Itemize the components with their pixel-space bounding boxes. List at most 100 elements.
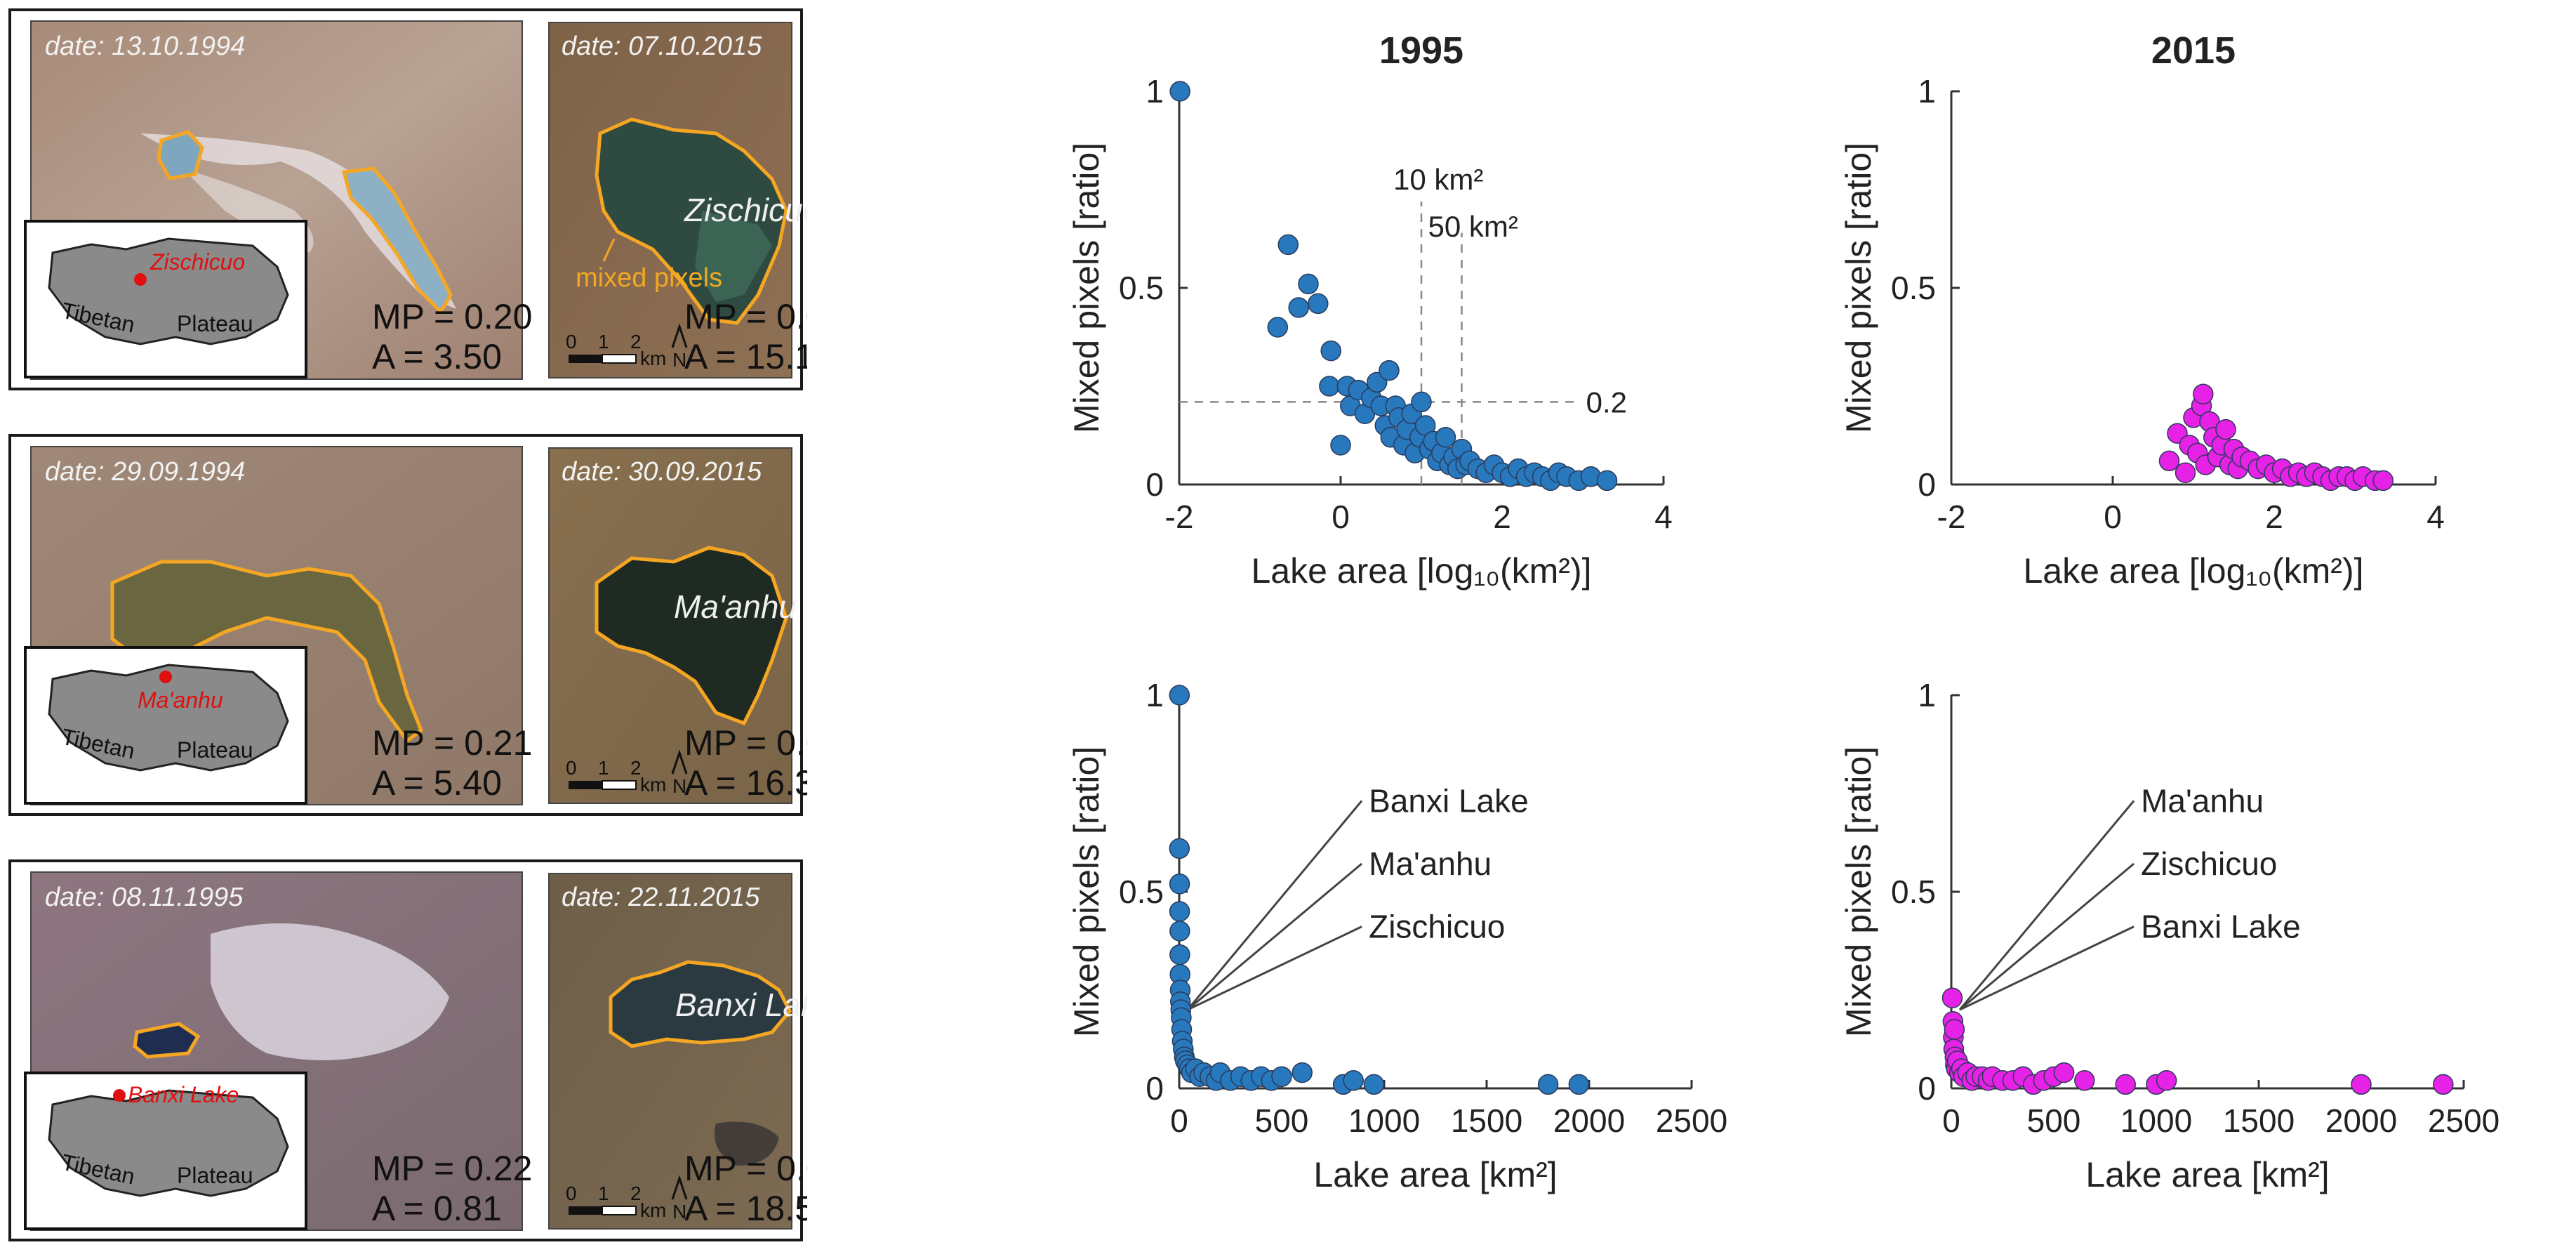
data-point xyxy=(2053,1062,2075,1083)
y-tick-label: 1 xyxy=(1918,73,1936,110)
data-point xyxy=(1169,944,1190,965)
x-tick-label: 1500 xyxy=(2223,1102,2295,1139)
tibetan-plateau-shape-row1 xyxy=(48,237,289,345)
data-point xyxy=(2175,462,2196,483)
chart-3: 0 500 1000 1500 2000 2500 0 0.5 1 Mixed pixels [r… xyxy=(1067,677,1727,1194)
data-point xyxy=(2156,1070,2177,1091)
x-tick-label: 2 xyxy=(1493,499,1511,535)
data-point xyxy=(1288,297,1309,318)
data-point xyxy=(1169,901,1190,922)
area-value-row1-right: A = 15.14 xyxy=(684,337,807,376)
y-tick-label: 0.5 xyxy=(1891,270,1936,306)
x-tick-label: 0 xyxy=(1170,1102,1188,1139)
x-tick-label: 2 xyxy=(2265,499,2283,535)
svg-text:N: N xyxy=(672,775,686,797)
data-point xyxy=(1169,874,1190,895)
lake-outline-row1-a xyxy=(157,130,204,180)
area-value-row2-right: A = 16.36 xyxy=(684,763,807,803)
x-tick-label: 0 xyxy=(2104,499,2122,535)
location-marker-row2 xyxy=(159,671,172,683)
chart-title: 2015 xyxy=(2151,29,2236,72)
data-point xyxy=(1319,376,1340,397)
x-tick-label: 4 xyxy=(1654,499,1673,535)
mp-value-row2-left: MP = 0.21 xyxy=(372,723,532,763)
mp-value-row1-right: MP = 0.08 xyxy=(684,297,807,336)
svg-text:1: 1 xyxy=(598,331,609,352)
scale-bar-row1: 0 1 2 km xyxy=(566,331,666,369)
svg-text:km: km xyxy=(640,774,666,796)
y-tick-label: 0.5 xyxy=(1891,874,1936,910)
north-arrow-row3: N xyxy=(671,1175,688,1222)
date-label-row1-left: date: 13.10.1994 xyxy=(45,32,245,61)
mp-value-row3-right: MP = 0.08 xyxy=(684,1149,807,1188)
data-point xyxy=(2193,383,2214,404)
inset-location-label-row3: Banxi Lake xyxy=(128,1082,239,1107)
x-tick-label: -2 xyxy=(1937,499,1966,535)
x-tick-label: 2000 xyxy=(2325,1102,2397,1139)
svg-text:2: 2 xyxy=(630,1182,642,1204)
data-point xyxy=(1379,360,1400,381)
data-point xyxy=(2115,1074,2136,1095)
x-tick-label: -2 xyxy=(1165,499,1194,535)
scatter-charts: -2 0 2 4 0 0.5 1 1995 Mixed pixels [ratio] Lake a… xyxy=(1067,29,2499,1194)
data-point xyxy=(2433,1074,2454,1095)
inset-location-label-row2: Ma'anhu xyxy=(138,687,223,713)
chart-4: 0 500 1000 1500 2000 2500 0 0.5 1 Mixed pixels [r… xyxy=(1839,677,2499,1194)
annotation-leader xyxy=(1959,925,2135,1011)
x-axis-label: Lake area [log₁₀(km²)] xyxy=(1251,551,1591,591)
tibetan-plateau-shape-row2 xyxy=(48,664,289,772)
y-axis-label: Mixed pixels [ratio] xyxy=(1839,746,1878,1037)
x-tick-label: 1000 xyxy=(2120,1102,2192,1139)
data-point xyxy=(1298,273,1319,295)
data-point xyxy=(1568,1074,1590,1095)
x-tick-label: 2500 xyxy=(1656,1102,1727,1139)
x-tick-label: 1500 xyxy=(1451,1102,1522,1139)
data-point xyxy=(1271,1066,1292,1087)
north-arrow-row2: N xyxy=(671,749,688,797)
annotation-ma-anhu: Ma'anhu xyxy=(2141,782,2264,819)
satellite-panels: date: 13.10.1994 Zischicuo Tibetan Plate… xyxy=(8,8,807,1241)
svg-text:km: km xyxy=(640,1199,666,1221)
x-tick-label: 0 xyxy=(1332,499,1350,535)
y-axis-label: Mixed pixels [ratio] xyxy=(1839,143,1878,433)
mp-value-row1-left: MP = 0.20 xyxy=(372,297,532,336)
area-value-row3-right: A = 18.57 xyxy=(684,1189,807,1228)
x-tick-label: 2000 xyxy=(1553,1102,1625,1139)
svg-text:N: N xyxy=(672,1201,686,1222)
data-point xyxy=(1169,838,1190,859)
y-axis-label: Mixed pixels [ratio] xyxy=(1067,746,1106,1037)
y-tick-label: 0.5 xyxy=(1119,874,1164,910)
mixed-pixels-note: mixed pixels xyxy=(576,263,722,293)
mp-value-row3-left: MP = 0.22 xyxy=(372,1149,532,1188)
lake-name-row1: Zischicuo xyxy=(684,192,807,228)
svg-text:2: 2 xyxy=(630,331,642,352)
y-tick-label: 1 xyxy=(1146,73,1164,110)
x-tick-label: 500 xyxy=(1255,1102,1309,1139)
data-point xyxy=(2074,1070,2095,1091)
y-tick-label: 0.5 xyxy=(1119,270,1164,306)
x-axis-label: Lake area [log₁₀(km²)] xyxy=(2023,551,2363,591)
chart-title: 1995 xyxy=(1379,29,1463,72)
data-point xyxy=(1267,317,1289,338)
data-point xyxy=(1320,340,1341,362)
annotation-leader xyxy=(1959,862,2135,1011)
x-tick-label: 0 xyxy=(1942,1102,1960,1139)
tibetan-plateau-shape-row3 xyxy=(48,1089,289,1197)
y-tick-label: 1 xyxy=(1918,677,1936,713)
svg-text:2: 2 xyxy=(630,757,642,779)
svg-text:km: km xyxy=(640,348,666,369)
x-tick-label: 500 xyxy=(2027,1102,2081,1139)
ref-label-0.2: 0.2 xyxy=(1586,385,1627,418)
data-point xyxy=(2351,1074,2372,1095)
date-label-row1-right: date: 07.10.2015 xyxy=(562,32,762,61)
date-label-row3-left: date: 08.11.1995 xyxy=(45,883,244,912)
lake-name-row3: Banxi Lake xyxy=(675,987,807,1023)
y-tick-label: 0 xyxy=(1146,1070,1164,1107)
y-axis-label: Mixed pixels [ratio] xyxy=(1067,143,1106,433)
data-point xyxy=(1537,1074,1559,1095)
inset-location-label-row1: Zischicuo xyxy=(150,249,245,275)
data-point xyxy=(1941,987,1963,1008)
ref-label-10km: 10 km² xyxy=(1393,163,1483,196)
scale-bar-row3: 0 1 2 km xyxy=(566,1182,666,1221)
ref-label-50km: 50 km² xyxy=(1428,210,1518,243)
